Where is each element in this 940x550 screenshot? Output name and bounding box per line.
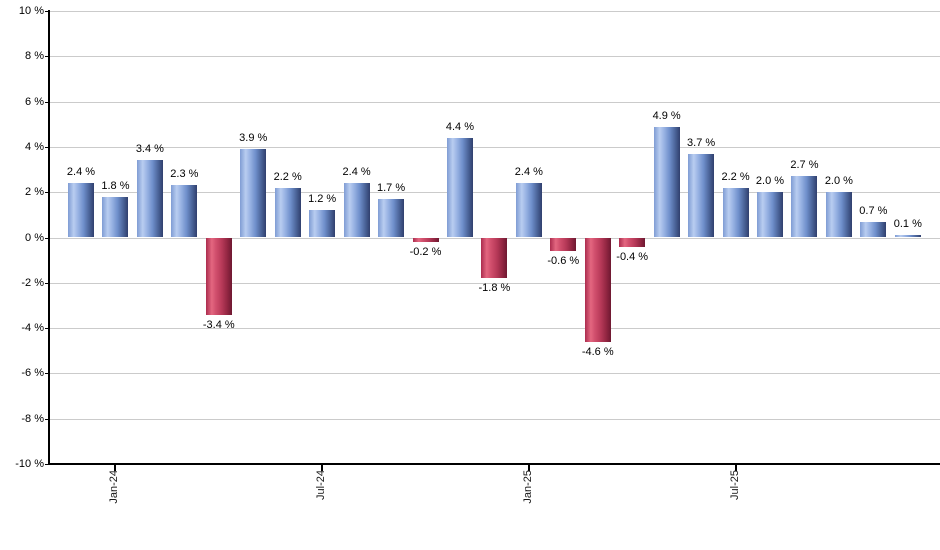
bar-positive	[274, 187, 301, 238]
gridline	[50, 102, 940, 103]
x-axis-tick	[527, 464, 530, 471]
bar-positive	[653, 126, 680, 238]
bar-positive	[825, 192, 852, 238]
bar-positive	[240, 149, 267, 238]
bar-positive	[171, 185, 198, 238]
y-axis-tick	[45, 328, 49, 329]
gridline	[50, 419, 940, 420]
y-axis-tick	[45, 11, 49, 12]
bar-value-label: -0.2 %	[409, 246, 442, 259]
x-axis	[48, 463, 940, 465]
gridline	[50, 11, 940, 12]
y-axis-tick	[45, 464, 49, 465]
bar-positive	[757, 192, 783, 238]
bar-value-label: 2.4 %	[66, 166, 96, 179]
y-axis-tick	[45, 147, 49, 148]
y-axis-tick	[45, 56, 49, 57]
x-axis-tick	[321, 464, 324, 471]
bar-value-label: 3.7 %	[687, 136, 716, 149]
y-axis-tick-label: -4 %	[21, 322, 44, 334]
bar-value-label: 0.1 %	[893, 218, 922, 231]
x-axis-tick-label: Jan-25	[521, 470, 534, 504]
bar-value-label: 1.8 %	[101, 179, 130, 192]
y-axis-tick-label: -2 %	[21, 277, 44, 289]
bar-positive	[343, 183, 370, 238]
gridline	[50, 328, 940, 329]
bar-value-label: 1.7 %	[376, 181, 406, 194]
bar-positive	[102, 196, 129, 238]
bar-value-label: -0.6 %	[547, 255, 580, 268]
bar-value-label: 2.4 %	[514, 166, 543, 179]
bar-positive	[446, 137, 473, 238]
bar-value-label: 2.4 %	[342, 166, 371, 179]
gridline	[50, 56, 940, 57]
bar-positive	[136, 160, 163, 238]
bar-value-label: 2.2 %	[721, 170, 750, 183]
y-axis-tick-label: 10 %	[18, 5, 44, 17]
bar-negative	[619, 237, 646, 247]
bar-value-label: -3.4 %	[202, 318, 235, 331]
bar-negative	[584, 237, 611, 342]
bar-value-label: -4.6 %	[581, 345, 614, 358]
gridline	[50, 147, 940, 148]
bar-value-label: 4.9 %	[652, 109, 681, 122]
bar-positive	[894, 235, 921, 238]
x-axis-tick-label: Jul-25	[728, 470, 741, 500]
y-axis-tick	[45, 419, 49, 420]
y-axis-tick	[45, 373, 49, 374]
bar-value-label: 2.7 %	[790, 159, 819, 172]
y-axis-tick-label: -8 %	[21, 413, 44, 425]
bar-positive	[68, 183, 94, 238]
y-axis-tick-label: -6 %	[21, 367, 44, 379]
gridline	[50, 283, 940, 284]
bar-positive	[688, 153, 715, 238]
y-axis-tick-label: 2 %	[25, 186, 44, 198]
bar-value-label: 0.7 %	[859, 204, 888, 217]
y-axis-tick-label: 4 %	[25, 141, 44, 153]
bar-negative	[205, 237, 232, 315]
y-axis-tick-label: -10 %	[15, 458, 44, 470]
bar-value-label: 3.9 %	[239, 132, 268, 145]
x-axis-tick	[734, 464, 737, 471]
bar-positive	[309, 210, 336, 238]
y-axis-tick-label: 6 %	[25, 96, 44, 108]
y-axis-tick	[45, 238, 49, 239]
x-axis-tick	[114, 464, 117, 471]
bar-value-label: -1.8 %	[478, 282, 511, 295]
y-axis-tick	[45, 283, 49, 284]
bar-value-label: 2.2 %	[273, 170, 302, 183]
y-axis-tick-label: 8 %	[25, 50, 44, 62]
y-axis	[48, 10, 50, 465]
y-axis-tick	[45, 102, 49, 103]
bar-value-label: 2.0 %	[824, 175, 853, 188]
bar-positive	[515, 183, 542, 238]
bar-negative	[550, 237, 577, 252]
bar-negative	[481, 237, 508, 279]
gridline	[50, 192, 940, 193]
x-axis-tick-label: Jan-24	[108, 470, 121, 504]
bar-value-label: 2.0 %	[755, 175, 785, 188]
bar-value-label: 3.4 %	[135, 143, 164, 156]
bar-positive	[860, 221, 887, 238]
bar-positive	[722, 187, 749, 238]
y-axis-tick	[45, 192, 49, 193]
bar-value-label: -0.4 %	[616, 250, 649, 263]
y-axis-tick-label: 0 %	[25, 232, 44, 244]
bar-value-label: 2.3 %	[170, 168, 199, 181]
bar-value-label: 4.4 %	[445, 120, 474, 133]
bar-positive	[378, 198, 405, 238]
gridline	[50, 373, 940, 374]
bar-positive	[791, 176, 818, 238]
bar-value-label: 1.2 %	[308, 193, 337, 206]
bar-negative	[412, 237, 439, 243]
x-axis-tick-label: Jul-24	[315, 470, 328, 500]
